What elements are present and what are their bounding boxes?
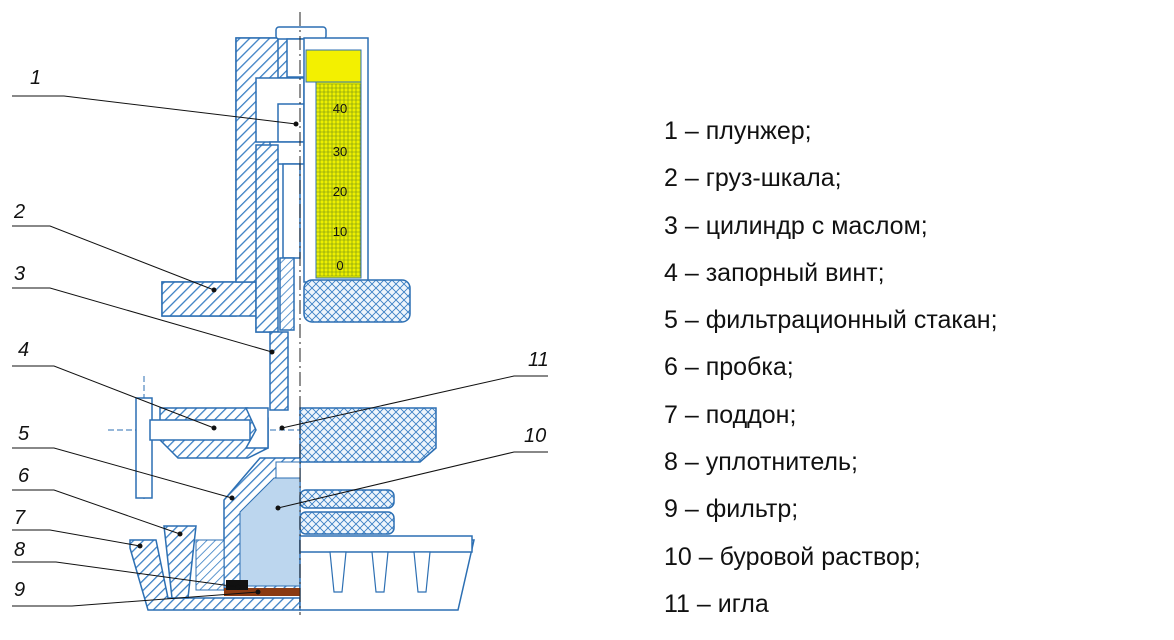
scale-tick-label: 20	[333, 184, 347, 199]
filtration-cup	[223, 457, 301, 591]
legend-item: 3 – цилиндр с маслом;	[664, 211, 928, 240]
legend-item: 7 – поддон;	[664, 400, 797, 429]
plug	[163, 525, 197, 599]
callout-3: 3	[14, 263, 25, 285]
callout-5: 5	[18, 423, 30, 445]
callout-11: 11	[528, 349, 549, 371]
locking-screw	[108, 376, 300, 500]
callout-8: 8	[14, 539, 25, 561]
callout-10: 10	[524, 425, 546, 447]
scale-tick-label: 40	[333, 101, 347, 116]
callout-7: 7	[14, 507, 26, 529]
scale-nut	[303, 279, 411, 323]
cup-ring-lower	[299, 511, 395, 535]
oil-cylinder	[255, 144, 289, 411]
filter-press-diagram: 40 30 20 10 0	[12, 12, 549, 615]
callout-6: 6	[18, 465, 30, 487]
leader-lines	[12, 95, 548, 607]
scale-tick-label: 30	[333, 144, 347, 159]
legend-item: 2 – груз-шкала;	[664, 164, 842, 193]
weight-scale: 40 30 20 10 0	[303, 37, 369, 283]
legend-item: 5 – фильтрационный стакан;	[664, 306, 998, 335]
scale-tick-label: 10	[333, 224, 347, 239]
legend-item: 9 – фильтр;	[664, 495, 799, 524]
legend-item: 10 – буровой раствор;	[664, 542, 921, 571]
legend-item: 8 – уплотнитель;	[664, 448, 858, 477]
legend: 1 – плунжер; 2 – груз-шкала; 3 – цилиндр…	[664, 108, 998, 628]
callout-1: 1	[30, 67, 41, 89]
legend-item: 6 – пробка;	[664, 353, 794, 382]
callout-2: 2	[13, 201, 25, 223]
legend-item: 1 – плунжер;	[664, 117, 812, 145]
filter	[224, 588, 300, 596]
scale-tick-label: 0	[336, 258, 343, 273]
callout-9: 9	[14, 579, 25, 601]
tray	[129, 535, 475, 611]
callout-4: 4	[18, 339, 29, 361]
leader-dots	[137, 121, 299, 595]
legend-item: 11 – игла	[664, 589, 769, 618]
needle-housing	[299, 407, 437, 463]
legend-item: 4 – запорный винт;	[664, 258, 885, 287]
